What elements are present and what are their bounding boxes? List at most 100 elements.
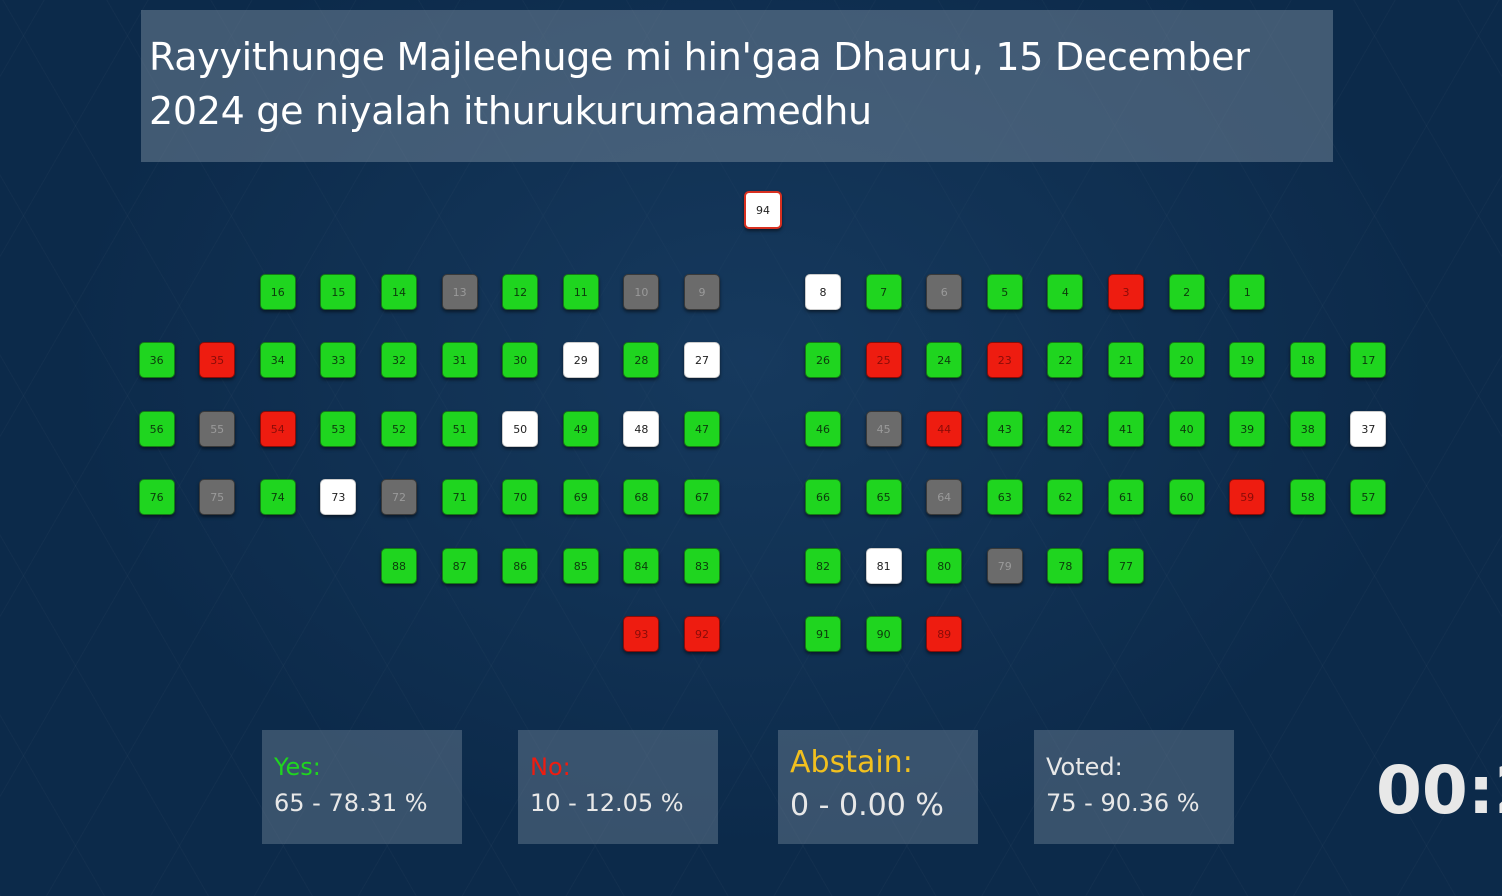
seat-19: 19 <box>1229 342 1266 378</box>
voted-label: Voted: <box>1046 753 1123 781</box>
seat-13: 13 <box>441 274 478 310</box>
seat-86: 86 <box>502 548 539 584</box>
abstain-label: Abstain: <box>790 745 913 780</box>
voted-value: 75 - 90.36 % <box>1046 789 1200 817</box>
seat-93: 93 <box>623 616 660 652</box>
seat-4: 4 <box>1047 274 1084 310</box>
seat-22: 22 <box>1047 342 1084 378</box>
seat-18: 18 <box>1289 342 1326 378</box>
seat-53: 53 <box>320 411 357 447</box>
seat-51: 51 <box>441 411 478 447</box>
seat-17: 17 <box>1350 342 1387 378</box>
seat-25: 25 <box>865 342 902 378</box>
seat-46: 46 <box>805 411 841 447</box>
seat-16: 16 <box>259 274 296 310</box>
seat-37: 37 <box>1350 411 1387 447</box>
abstain-stat-box: Abstain: 0 - 0.00 % <box>778 730 978 844</box>
seat-87: 87 <box>441 548 478 584</box>
seat-32: 32 <box>381 342 417 378</box>
no-value: 10 - 12.05 % <box>530 789 684 817</box>
seat-73: 73 <box>320 479 357 515</box>
seat-65: 65 <box>865 479 902 515</box>
seating-chart: 94 16 15 14 13 12 11 10 9 8 7 6 5 4 3 2 1 36 35 34 33 32 31 30 2… <box>138 191 1387 652</box>
seat-41: 41 <box>1108 411 1144 447</box>
seat-45: 45 <box>865 411 902 447</box>
seat-31: 31 <box>441 342 478 378</box>
seat-78: 78 <box>1047 548 1084 584</box>
seat-77: 77 <box>1108 548 1144 584</box>
countdown-timer: 00:2 <box>1376 752 1502 829</box>
seat-27: 27 <box>684 342 720 378</box>
seat-69: 69 <box>562 479 599 515</box>
seat-83: 83 <box>684 548 720 584</box>
seat-23: 23 <box>986 342 1023 378</box>
seat-1: 1 <box>1229 274 1266 310</box>
seat-40: 40 <box>1168 411 1205 447</box>
seat-66: 66 <box>805 479 841 515</box>
seat-15: 15 <box>320 274 357 310</box>
seat-8: 8 <box>805 274 841 310</box>
seat-42: 42 <box>1047 411 1084 447</box>
seat-48: 48 <box>623 411 660 447</box>
yes-label: Yes: <box>274 753 321 781</box>
seat-10: 10 <box>623 274 660 310</box>
seat-39: 39 <box>1229 411 1266 447</box>
title-banner: Rayyithunge Majleehuge mi hin'gaa Dhauru… <box>141 10 1333 162</box>
no-label: No: <box>530 753 571 781</box>
seat-89: 89 <box>926 616 963 652</box>
seat-2: 2 <box>1168 274 1205 310</box>
seat-11: 11 <box>562 274 599 310</box>
seat-88: 88 <box>381 548 417 584</box>
seat-9: 9 <box>684 274 720 310</box>
seat-26: 26 <box>805 342 841 378</box>
seat-34: 34 <box>259 342 296 378</box>
seat-35: 35 <box>199 342 236 378</box>
voted-stat-box: Voted: 75 - 90.36 % <box>1034 730 1234 844</box>
seat-92: 92 <box>684 616 720 652</box>
seat-74: 74 <box>259 479 296 515</box>
seat-90: 90 <box>865 616 902 652</box>
seat-44: 44 <box>926 411 963 447</box>
seat-6: 6 <box>926 274 963 310</box>
seat-91: 91 <box>805 616 841 652</box>
seat-14: 14 <box>381 274 417 310</box>
seat-29: 29 <box>562 342 599 378</box>
seat-79: 79 <box>986 548 1023 584</box>
seat-71: 71 <box>441 479 478 515</box>
seat-12: 12 <box>502 274 539 310</box>
seat-52: 52 <box>381 411 417 447</box>
seat-82: 82 <box>805 548 841 584</box>
seat-56: 56 <box>138 411 175 447</box>
seat-85: 85 <box>562 548 599 584</box>
seat-61: 61 <box>1108 479 1144 515</box>
seat-3: 3 <box>1108 274 1144 310</box>
seat-64: 64 <box>926 479 963 515</box>
seat-54: 54 <box>259 411 296 447</box>
no-stat-box: No: 10 - 12.05 % <box>518 730 718 844</box>
seat-58: 58 <box>1289 479 1326 515</box>
yes-stat-box: Yes: 65 - 78.31 % <box>262 730 462 844</box>
seat-20: 20 <box>1168 342 1205 378</box>
seat-80: 80 <box>926 548 963 584</box>
seat-43: 43 <box>986 411 1023 447</box>
seat-84: 84 <box>623 548 660 584</box>
seat-57: 57 <box>1350 479 1387 515</box>
seat-67: 67 <box>684 479 720 515</box>
seat-5: 5 <box>986 274 1023 310</box>
seat-47: 47 <box>684 411 720 447</box>
seat-68: 68 <box>623 479 660 515</box>
vote-title: Rayyithunge Majleehuge mi hin'gaa Dhauru… <box>149 35 1250 133</box>
seat-28: 28 <box>623 342 660 378</box>
yes-value: 65 - 78.31 % <box>274 789 428 817</box>
seat-30: 30 <box>502 342 539 378</box>
seat-38: 38 <box>1289 411 1326 447</box>
seat-70: 70 <box>502 479 539 515</box>
seat-50: 50 <box>502 411 539 447</box>
seat-36: 36 <box>138 342 175 378</box>
seat-49: 49 <box>562 411 599 447</box>
seat-7: 7 <box>865 274 902 310</box>
seat-55: 55 <box>199 411 236 447</box>
seat-76: 76 <box>138 479 175 515</box>
seat-72: 72 <box>381 479 417 515</box>
seat-59: 59 <box>1229 479 1266 515</box>
